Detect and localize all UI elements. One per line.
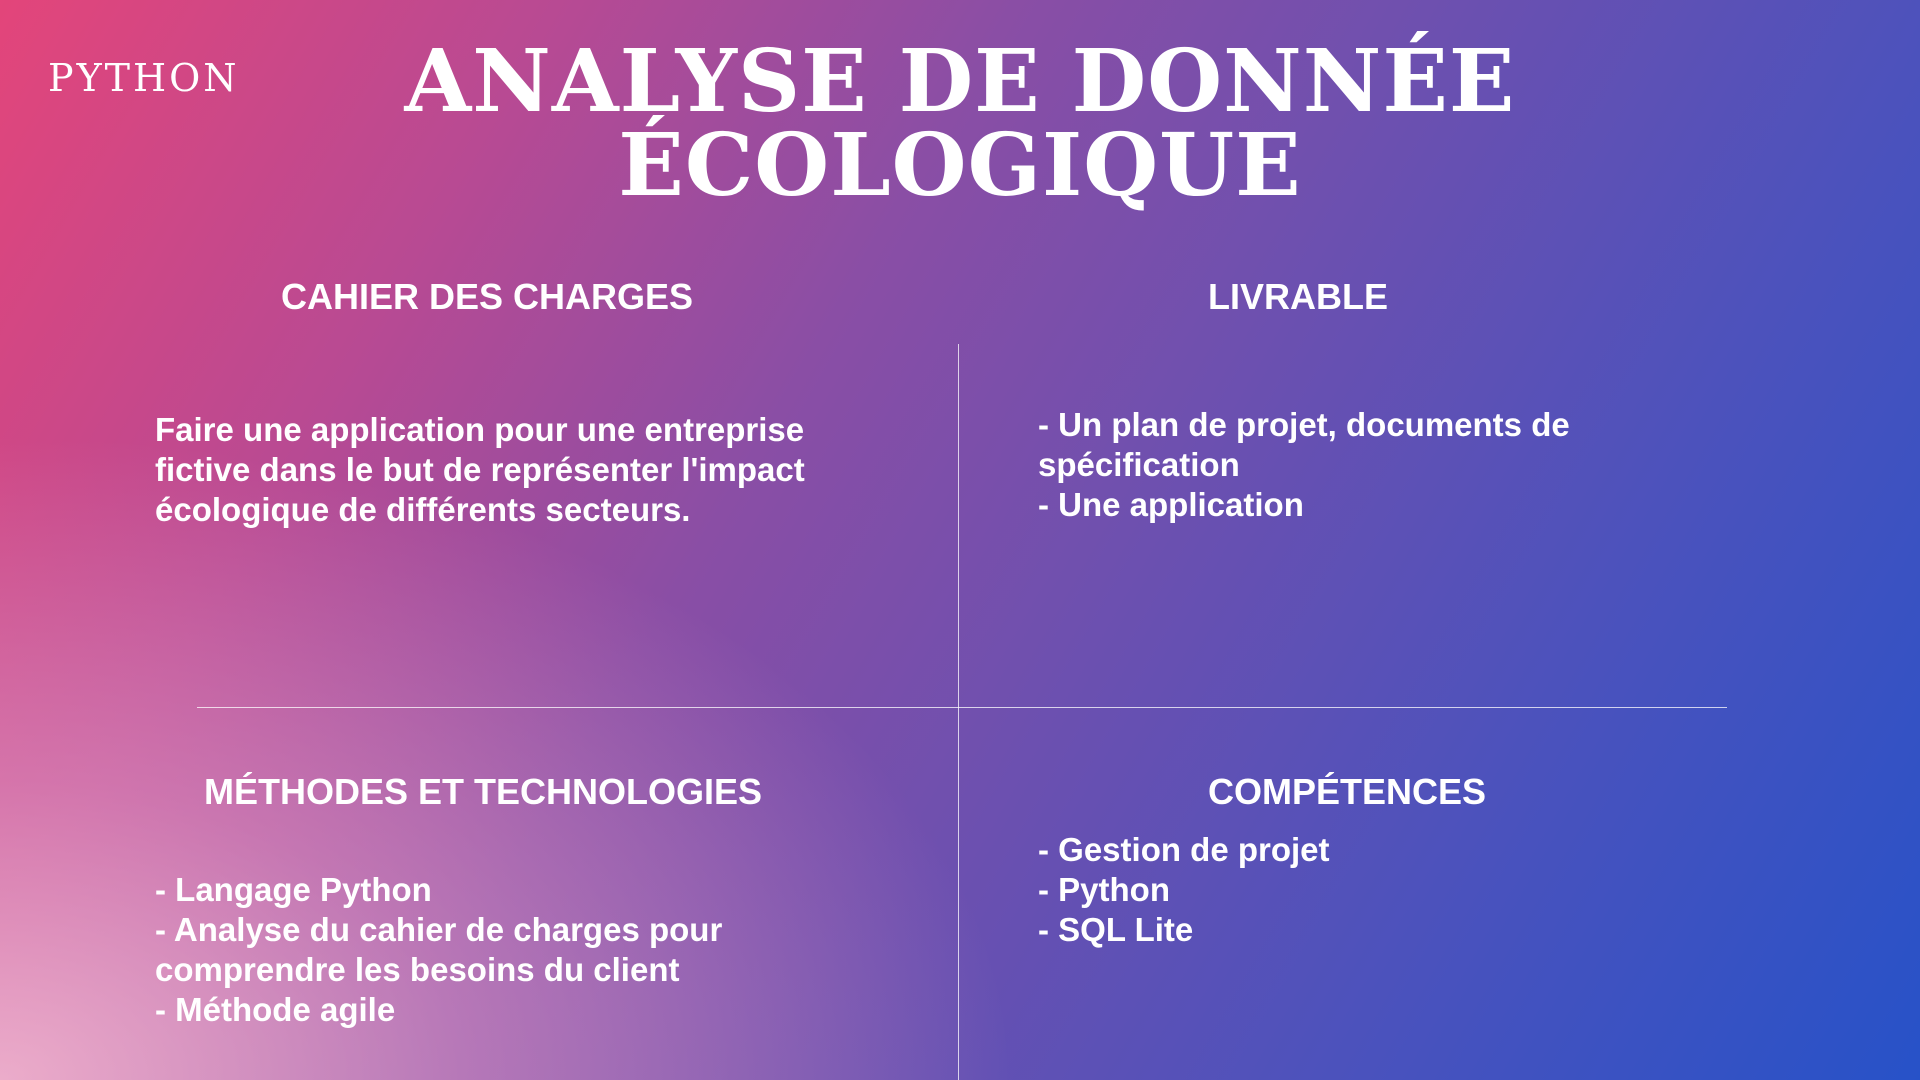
vertical-divider [958, 344, 959, 1080]
cahier-body: Faire une application pour une entrepris… [155, 410, 805, 530]
livrable-line: - Un plan de projet, documents de [1038, 406, 1570, 443]
livrable-body: - Un plan de projet, documents de spécif… [1038, 405, 1570, 525]
methodes-line: - Langage Python [155, 871, 432, 908]
competences-line: - SQL Lite [1038, 911, 1194, 948]
page-title: ANALYSE DE DONNÉE ÉCOLOGIQUE [0, 31, 1920, 216]
cahier-line: Faire une application pour une entrepris… [155, 411, 805, 448]
methodes-line: - Méthode agile [155, 991, 396, 1028]
cahier-line: écologique de différents secteurs. [155, 491, 691, 528]
methodes-line: comprendre les besoins du client [155, 951, 680, 988]
competences-line: - Gestion de projet [1038, 831, 1330, 868]
python-tag: PYTHON [48, 56, 240, 100]
competences-line: - Python [1038, 871, 1170, 908]
competences-heading: COMPÉTENCES [1208, 771, 1487, 812]
cahier-line: fictive dans le but de représenter l'imp… [155, 451, 805, 488]
livrable-heading: LIVRABLE [1208, 276, 1388, 317]
title-line-1: ANALYSE DE DONNÉE [404, 31, 1516, 132]
title-line-2: ÉCOLOGIQUE [618, 115, 1302, 216]
horizontal-divider [197, 707, 1727, 708]
methodes-body: - Langage Python - Analyse du cahier de … [155, 870, 722, 1030]
livrable-line: - Une application [1038, 486, 1304, 523]
cahier-heading: CAHIER DES CHARGES [281, 276, 694, 317]
methodes-line: - Analyse du cahier de charges pour [155, 911, 723, 948]
competences-body: - Gestion de projet - Python - SQL Lite [1038, 830, 1330, 950]
livrable-line: spécification [1038, 446, 1240, 483]
methodes-heading: MÉTHODES ET TECHNOLOGIES [204, 771, 763, 812]
